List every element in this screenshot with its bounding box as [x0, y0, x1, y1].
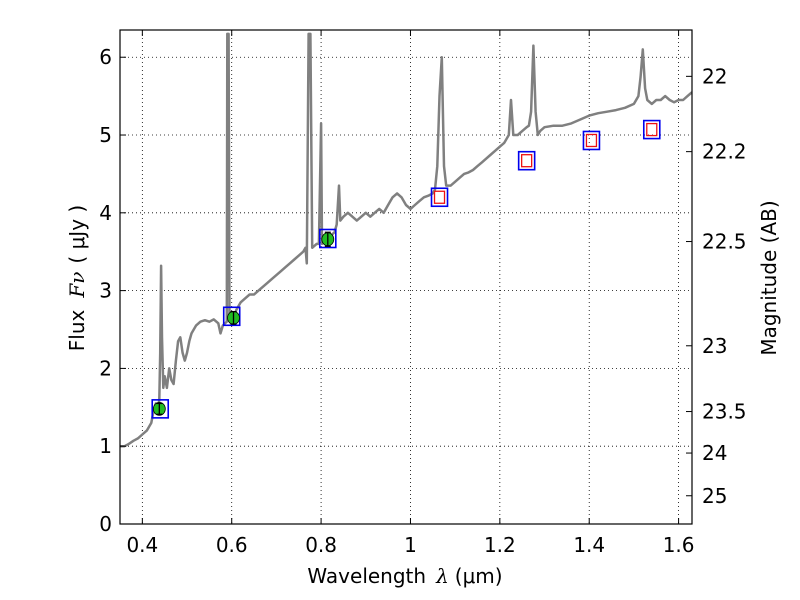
y2-tick-label: 22.5: [702, 230, 747, 254]
plot-frame: [119, 29, 693, 525]
model-box-marker: [642, 119, 661, 140]
y-axis-label-text: Flux: [65, 309, 89, 351]
model-box-marker: [582, 130, 601, 151]
x-tick-label: 0.6: [216, 533, 248, 557]
nir-point-marker: [585, 133, 598, 148]
x-tick-label: 1.6: [663, 533, 695, 557]
x-tick-label: 1.2: [484, 533, 516, 557]
y2-tick-label: 23.5: [702, 400, 747, 424]
model-box-marker: [151, 399, 170, 419]
nir-point-marker: [646, 122, 658, 137]
y-tick-label: 6: [99, 45, 112, 69]
y2-tick-label: 25: [702, 484, 727, 508]
y-tick-label: 0: [99, 512, 112, 536]
x-tick-label: 1: [404, 533, 417, 557]
y2-tick-label: 22.2: [702, 140, 747, 164]
x-axis-label-text: Wavelength: [307, 564, 426, 588]
model-box-marker: [430, 187, 449, 208]
nir-point-marker: [521, 154, 533, 168]
ticks: 0.4 0.6 0.8 1 1.2 1.4 1.601234562222.222.52323…: [99, 30, 747, 557]
x-axis-label-units: (μm): [455, 564, 503, 588]
y-tick-label: 1: [99, 434, 112, 458]
x-tick-label: 0.4: [126, 533, 158, 557]
y-tick-label: 3: [99, 279, 112, 303]
grid: [120, 30, 692, 525]
photometry-markers: [151, 119, 661, 419]
x-axis-label: Wavelength λ (μm): [307, 564, 502, 588]
spectrum-line: [120, 32, 692, 448]
nir-point-marker: [433, 190, 446, 204]
x-axis-label-symbol: λ: [435, 564, 449, 588]
y2-tick-label: 23: [702, 334, 727, 358]
y-axis-label-units: ( μJy ): [65, 205, 89, 264]
y-axis-label: Flux Fν ( μJy ): [65, 205, 89, 351]
x-tick-label: 0.8: [305, 533, 337, 557]
x-tick-label: 1.4: [573, 533, 605, 557]
y2-tick-label: 24: [702, 441, 727, 465]
model-box-marker: [318, 228, 337, 249]
y-axis-label-symbol: Fν: [65, 272, 89, 299]
spectrum-series: [120, 32, 692, 448]
y-tick-label: 4: [99, 201, 112, 225]
y-tick-label: 2: [99, 356, 112, 380]
y-tick-label: 5: [99, 123, 112, 147]
y2-axis-label: Magnitude (AB): [757, 200, 781, 355]
y2-tick-label: 22: [702, 64, 727, 88]
model-box-marker: [517, 150, 536, 171]
